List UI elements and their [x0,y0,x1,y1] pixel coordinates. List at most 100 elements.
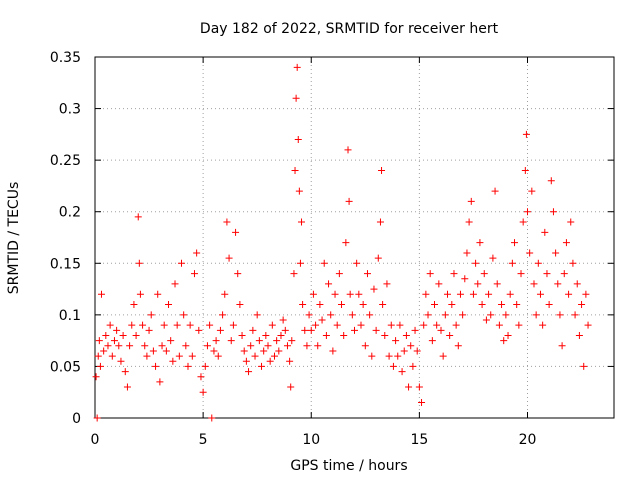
data-point [245,368,253,376]
data-point [357,321,365,329]
data-point [147,311,155,319]
data-point [465,218,473,226]
data-point [92,373,100,381]
data-point [448,301,456,309]
data-point [428,337,436,345]
x-tick-label: 5 [199,432,208,448]
data-point [528,187,536,195]
y-axis-label: SRMTID / TECUs [6,182,22,295]
data-point [502,311,510,319]
data-point [270,352,278,360]
data-point [309,290,317,298]
data-point [95,337,103,345]
data-point [370,285,378,293]
data-point [247,342,255,350]
data-point [396,321,404,329]
data-point [381,331,389,339]
data-point [232,228,240,236]
data-point [258,362,266,370]
data-point [487,311,495,319]
data-point [418,399,426,407]
data-point [355,290,363,298]
data-point [517,270,525,278]
data-point [110,337,118,345]
x-tick-label: 0 [91,432,100,448]
data-point [104,342,112,350]
data-point [565,290,573,298]
data-point [203,342,211,350]
data-point [536,290,544,298]
data-point [508,259,516,267]
data-point [413,347,421,355]
data-point [314,342,322,350]
data-point [152,362,160,370]
data-point [206,321,214,329]
data-point [547,177,555,185]
y-tick-label: 0.15 [50,256,81,272]
y-tick-label: 0 [72,411,81,427]
data-point [575,331,583,339]
data-point [149,347,157,355]
data-point [135,259,143,267]
data-point [562,239,570,247]
data-point [165,301,173,309]
data-point [119,331,127,339]
data-point [96,362,104,370]
data-point [374,254,382,262]
data-point [480,270,488,278]
data-point [186,321,194,329]
axis-ticks: 0 0.05 0.1 0.15 0.2 0.25 0.3 0.35 0 5 10 15 20 [50,50,614,448]
data-point [534,259,542,267]
data-point [422,290,430,298]
data-point [463,249,471,257]
data-point [467,197,475,205]
data-point [394,352,402,360]
data-point [221,290,229,298]
data-point [515,321,523,329]
y-tick-label: 0.3 [59,102,81,118]
data-point [281,326,289,334]
data-point [292,94,300,102]
data-point [482,316,490,324]
x-tick-label: 20 [519,432,537,448]
data-point [180,311,188,319]
data-point [567,218,575,226]
data-point [335,270,343,278]
data-point [378,166,386,174]
data-point [327,311,335,319]
data-point [389,362,397,370]
data-point [173,321,181,329]
data-point [242,357,250,365]
data-point [154,290,162,298]
data-point [353,259,361,267]
data-point [530,280,538,288]
data-point [171,280,179,288]
data-point [143,352,151,360]
y-tick-label: 0.05 [50,359,81,375]
data-point [348,311,356,319]
data-point [197,373,205,381]
data-point [543,270,551,278]
data-points [92,63,592,422]
data-point [345,197,353,205]
data-point [316,301,324,309]
data-point [275,347,283,355]
data-point [446,331,454,339]
data-point [219,311,227,319]
data-point [156,378,164,386]
data-point [264,342,272,350]
data-point [225,254,233,262]
data-point [102,331,110,339]
data-point [195,326,203,334]
data-point [117,357,125,365]
data-point [312,321,320,329]
data-point [519,218,527,226]
data-point [478,301,486,309]
data-point [223,218,231,226]
data-point [359,301,367,309]
data-point [489,254,497,262]
data-point [549,208,557,216]
data-point [295,187,303,195]
data-point [298,218,306,226]
